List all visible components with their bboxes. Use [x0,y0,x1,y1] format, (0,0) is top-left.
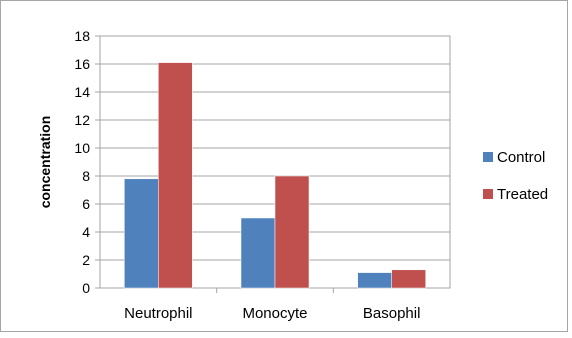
legend-swatch-control [483,152,493,162]
legend-label-control: Control [497,149,545,166]
bar-control-basophil [357,272,392,289]
x-tick-label: Neutrophil [124,305,192,322]
y-tick-label: 14 [74,84,90,100]
x-tick-label: Basophil [363,305,421,322]
legend: Control Treated [483,149,548,203]
y-tick-label: 4 [82,224,90,240]
bars [124,62,426,289]
x-tick-label: Monocyte [242,305,307,322]
y-tick-label: 0 [82,280,90,296]
legend-swatch-treated [483,189,493,199]
y-tick-label: 8 [82,168,90,184]
y-tick-label: 18 [74,28,90,44]
bar-control-neutrophil [124,178,159,289]
y-axis-tick-labels: 0 2 4 6 8 10 12 14 16 18 [74,28,100,296]
bar-control-monocyte [240,217,276,289]
bar-treated-basophil [391,269,426,289]
y-tick-label: 2 [82,252,90,268]
legend-label-treated: Treated [497,186,548,203]
y-tick-label: 10 [74,140,90,156]
y-tick-label: 12 [74,112,90,128]
bar-treated-monocyte [274,175,310,289]
bar-treated-neutrophil [158,62,193,289]
y-axis-label: concentration [37,116,53,209]
y-tick-label: 16 [74,56,90,72]
x-axis-tick-labels: Neutrophil Monocyte Basophil [124,288,420,322]
y-tick-label: 6 [82,196,90,212]
